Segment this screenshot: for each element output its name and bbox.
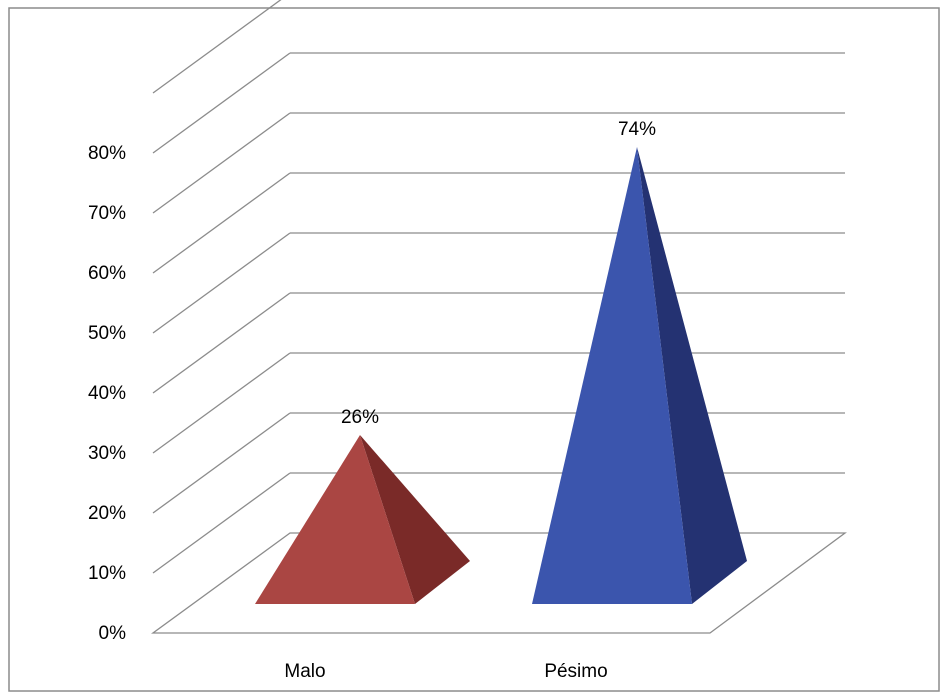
- data-label: 26%: [341, 407, 379, 428]
- pyramid-series: [255, 147, 747, 604]
- y-tick-label: 60%: [88, 263, 126, 284]
- gridline-diagonal: [152, 472, 291, 574]
- gridlines: [152, 0, 845, 574]
- y-tick-label: 20%: [88, 503, 126, 524]
- y-tick-label: 40%: [88, 383, 126, 404]
- gridline-diagonal: [152, 352, 291, 454]
- gridline-diagonal: [152, 292, 291, 394]
- gridline-diagonal: [152, 0, 282, 94]
- pyramid-side-face: [637, 147, 747, 604]
- gridline-diagonal: [152, 412, 291, 514]
- floor-outline: [151, 532, 847, 634]
- y-tick-label: 50%: [88, 323, 126, 344]
- pyramid-side-face: [360, 435, 470, 604]
- category-label: Pésimo: [544, 661, 607, 682]
- pyramid-front-face: [255, 435, 415, 604]
- gridline-diagonal: [152, 52, 291, 154]
- chart-border: [8, 7, 940, 692]
- category-label: Malo: [284, 661, 325, 682]
- y-tick-label: 10%: [88, 563, 126, 584]
- y-tick-label: 80%: [88, 143, 126, 164]
- gridline-diagonal: [152, 112, 291, 214]
- chart-floor: [151, 532, 847, 634]
- gridline-diagonal: [152, 232, 291, 334]
- y-axis-ticks: 0% 10% 20% 30% 40% 50% 60% 70% 80%: [88, 143, 126, 644]
- x-axis-categories: Malo Pésimo: [284, 661, 607, 682]
- y-tick-label: 0%: [99, 623, 127, 644]
- data-label: 74%: [618, 119, 656, 140]
- y-tick-label: 70%: [88, 203, 126, 224]
- data-labels: 26% 74%: [341, 119, 656, 428]
- pyramid-front-face: [532, 147, 692, 604]
- y-tick-label: 30%: [88, 443, 126, 464]
- gridline-diagonal: [152, 172, 291, 274]
